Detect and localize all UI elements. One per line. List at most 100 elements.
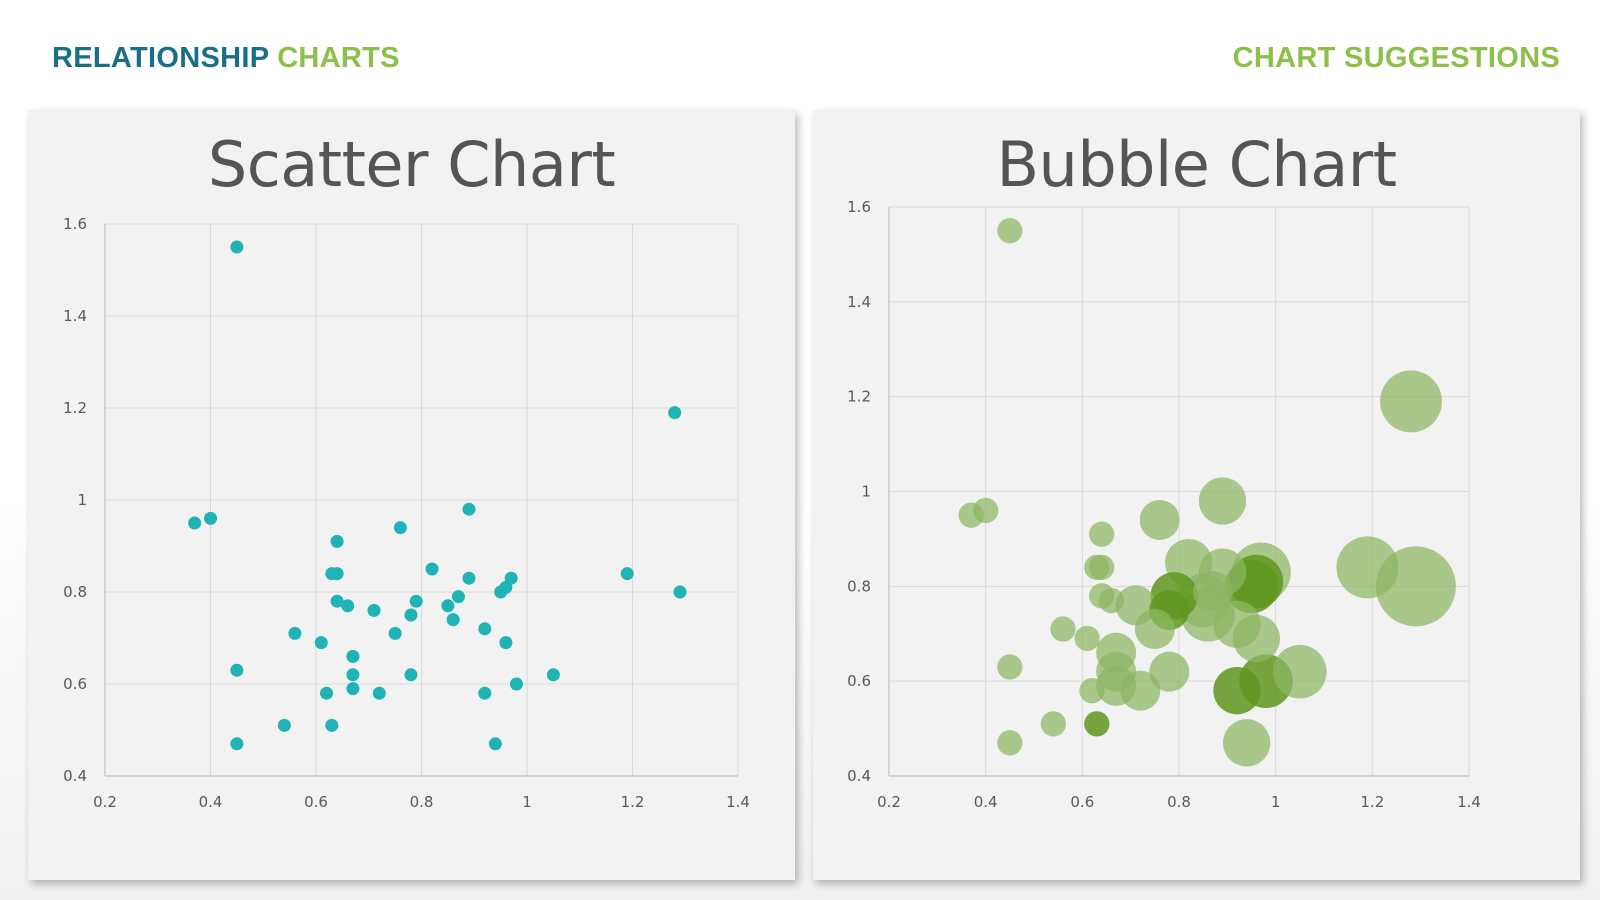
scatter-point (230, 737, 244, 751)
scatter-point (494, 585, 508, 599)
scatter-point (325, 718, 339, 732)
bubble-point (1074, 625, 1100, 652)
scatter-point (330, 567, 344, 581)
bubble-point (1139, 499, 1180, 540)
bubble-x-tick-label: 0.4 (974, 793, 998, 811)
scatter-point (499, 636, 513, 650)
scatter-point (620, 567, 634, 581)
bubble-y-tick-label: 0.6 (847, 672, 871, 690)
scatter-point (425, 562, 439, 576)
bubble-y-tick-label: 0.8 (847, 577, 871, 595)
scatter-x-tick-label: 0.8 (410, 793, 434, 811)
scatter-x-tick-label: 0.2 (93, 793, 117, 811)
scatter-point (367, 603, 381, 617)
scatter-y-tick-label: 1.2 (63, 399, 87, 417)
bubble-point (1380, 370, 1442, 433)
scatter-y-tick-label: 1.4 (63, 307, 87, 325)
scatter-point (462, 502, 476, 516)
scatter-y-tick-label: 1 (77, 491, 87, 509)
scatter-point (188, 516, 202, 530)
scatter-point (346, 682, 360, 696)
bubble-point (1213, 666, 1261, 715)
bubble-point (1134, 609, 1175, 650)
bubble-y-tick-label: 1.2 (847, 388, 871, 406)
scatter-point (346, 649, 360, 663)
scatter-chart-title: Scatter Chart (207, 128, 616, 201)
scatter-point (404, 668, 418, 682)
bubble-y-tick-label: 0.4 (847, 767, 871, 785)
scatter-point (446, 613, 460, 627)
scatter-point (230, 663, 244, 677)
bubble-point (1192, 571, 1233, 612)
bubble-x-tick-label: 1.2 (1360, 793, 1384, 811)
bubble-point (973, 497, 999, 524)
bubble-x-tick-label: 1.4 (1457, 793, 1481, 811)
scatter-y-tick-label: 0.4 (63, 767, 87, 785)
bubble-point (1198, 477, 1247, 525)
bubble-x-tick-label: 1 (1271, 793, 1281, 811)
scatter-point (404, 608, 418, 622)
bubble-point (1149, 651, 1190, 692)
bubble-x-tick-label: 0.8 (1167, 793, 1191, 811)
scatter-point (341, 599, 355, 613)
bubble-chart-panel: Bubble Chart 0.2 0.4 0.6 0.8 1 1.2 1.4 0.4 0.6 0.… (813, 110, 1580, 880)
bubble-x-tick-label: 0.6 (1070, 793, 1094, 811)
scatter-point (441, 599, 455, 613)
bubble-point (1336, 536, 1399, 599)
bubble-point (1089, 554, 1115, 581)
scatter-point (388, 626, 402, 640)
bubble-point (1084, 711, 1110, 737)
header-left-title: RELATIONSHIP CHARTS (52, 42, 400, 75)
bubble-point (1079, 678, 1105, 704)
scatter-x-tick-label: 1.2 (621, 793, 645, 811)
scatter-point (314, 636, 328, 650)
scatter-point (668, 406, 682, 420)
bubble-point (1232, 614, 1280, 663)
header-word-charts: CHARTS (277, 42, 400, 74)
bubble-y-tick-label: 1.6 (847, 198, 871, 216)
scatter-point (673, 585, 687, 599)
bubble-chart-title: Bubble Chart (996, 128, 1398, 201)
scatter-point (277, 718, 291, 732)
scatter-point (230, 240, 244, 254)
scatter-point (320, 686, 334, 700)
bubble-x-tick-label: 0.2 (877, 793, 901, 811)
scatter-point (509, 677, 523, 691)
scatter-x-tick-label: 0.4 (199, 793, 223, 811)
scatter-point (546, 668, 560, 682)
scatter-point (409, 594, 423, 608)
scatter-point (488, 737, 502, 751)
scatter-point (330, 534, 344, 548)
bubble-point (1050, 616, 1076, 642)
scatter-point (288, 626, 302, 640)
scatter-point (330, 594, 344, 608)
scatter-point (451, 590, 465, 604)
scatter-point (478, 622, 492, 636)
scatter-x-tick-label: 1 (522, 793, 532, 811)
header-right-title: CHART SUGGESTIONS (1232, 42, 1560, 74)
bubble-point (1040, 711, 1066, 737)
scatter-x-tick-label: 1.4 (726, 793, 750, 811)
bubble-point (997, 730, 1023, 756)
bubble-point (997, 654, 1023, 680)
header-word-relationship: RELATIONSHIP (52, 42, 269, 74)
scatter-y-tick-label: 1.6 (63, 215, 87, 233)
scatter-point (478, 686, 492, 700)
scatter-point (204, 511, 217, 525)
scatter-point (393, 521, 407, 535)
scatter-chart-svg: 0.2 0.4 0.6 0.8 1 1.2 1.4 0.4 0.6 0.8 1 1.2 1.4 1.6 (63, 215, 750, 811)
scatter-point (346, 668, 360, 682)
scatter-y-tick-label: 0.6 (63, 675, 87, 693)
scatter-point (372, 686, 386, 700)
bubble-point (1089, 521, 1115, 547)
scatter-x-tick-label: 0.6 (304, 793, 328, 811)
bubble-point (1098, 587, 1124, 614)
bubble-point (1273, 644, 1327, 699)
bubble-y-tick-label: 1.4 (847, 293, 871, 311)
scatter-chart-panel: Scatter Chart 0.2 0.4 0.6 0.8 1 1.2 1.4 0.4 0.6 0… (28, 110, 795, 880)
bubble-point (1223, 719, 1271, 767)
scatter-point (462, 571, 476, 585)
bubble-point (1120, 670, 1161, 711)
bubble-y-tick-label: 1 (861, 483, 871, 501)
scatter-y-tick-label: 0.8 (63, 583, 87, 601)
